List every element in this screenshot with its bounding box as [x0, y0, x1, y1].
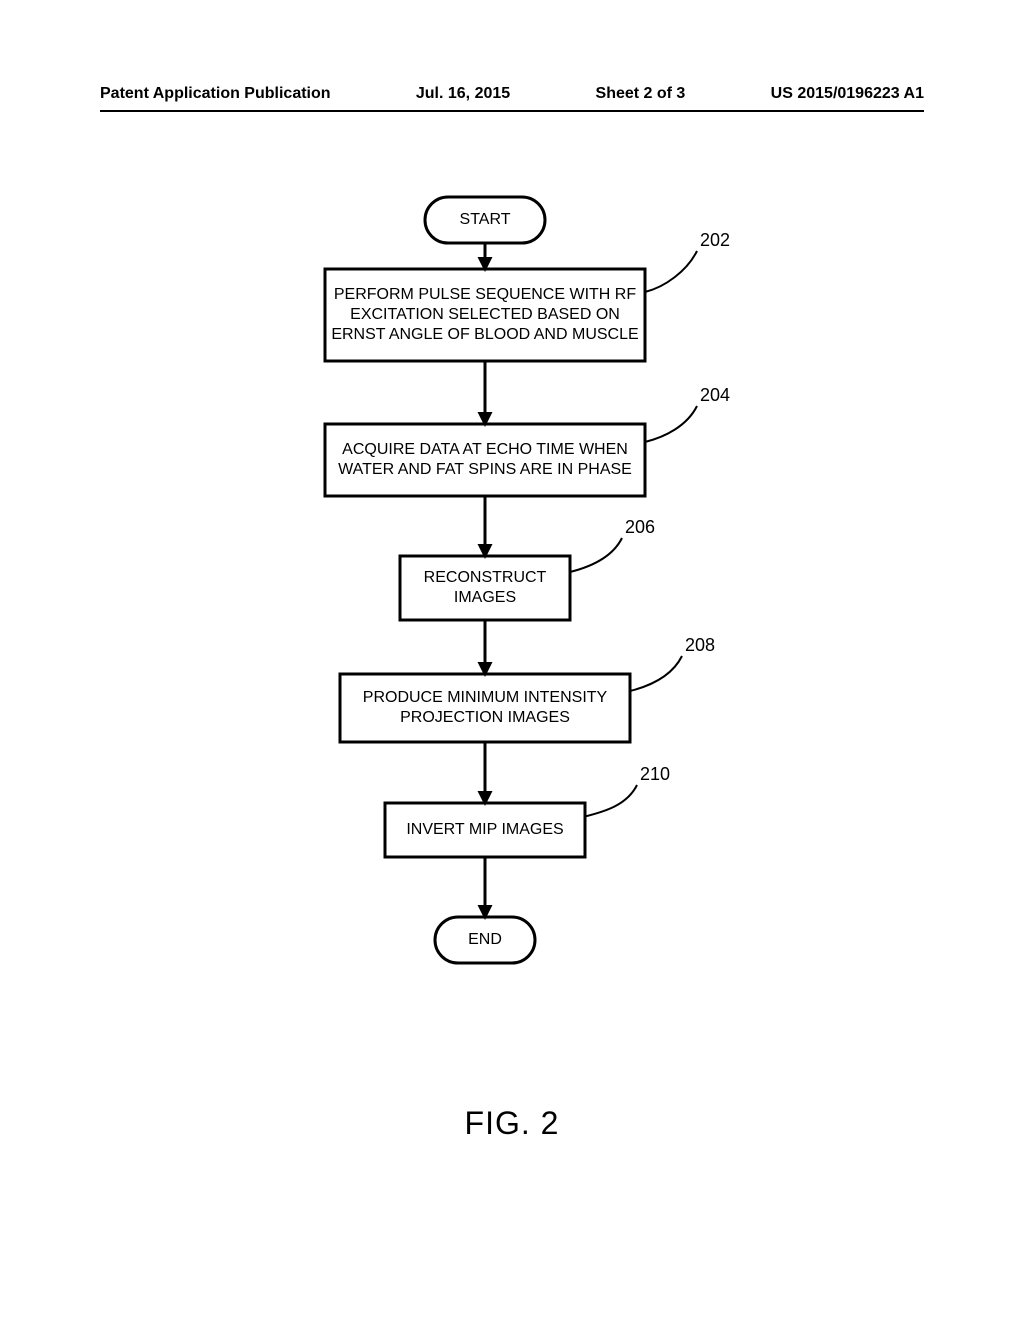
svg-text:START: START [460, 211, 511, 228]
sheet-index: Sheet 2 of 3 [596, 85, 686, 103]
ref-number: 204 [700, 385, 730, 405]
ref-number: 208 [685, 635, 715, 655]
figure-caption: FIG. 2 [0, 1105, 1024, 1142]
svg-text:EXCITATION SELECTED BASED ON: EXCITATION SELECTED BASED ON [350, 306, 620, 323]
publication-number: US 2015/0196223 A1 [771, 85, 924, 103]
svg-text:RECONSTRUCT: RECONSTRUCT [424, 569, 547, 586]
flowchart-node-n206: RECONSTRUCT IMAGES [400, 556, 570, 620]
header-rule [100, 110, 924, 112]
flowchart-node-end: END [435, 917, 535, 963]
ref-number: 210 [640, 764, 670, 784]
flowchart: START PERFORM PULSE SEQUENCE WITH RF EXCIT… [0, 180, 1024, 1180]
svg-text:WATER AND FAT SPINS ARE IN PHA: WATER AND FAT SPINS ARE IN PHASE [338, 461, 632, 478]
ref-number: 206 [625, 517, 655, 537]
ref-number: 202 [700, 230, 730, 250]
page-header: Patent Application Publication Jul. 16, … [0, 85, 1024, 103]
page: Patent Application Publication Jul. 16, … [0, 0, 1024, 1320]
flowchart-node-n210: INVERT MIP IMAGES [385, 803, 585, 857]
svg-text:PERFORM PULSE SEQUENCE WITH RF: PERFORM PULSE SEQUENCE WITH RF [334, 286, 636, 303]
svg-text:END: END [468, 931, 502, 948]
flowchart-node-n204: ACQUIRE DATA AT ECHO TIME WHEN WATER AND … [325, 424, 645, 496]
flowchart-svg: START PERFORM PULSE SEQUENCE WITH RF EXCIT… [0, 180, 1024, 1180]
publication-date: Jul. 16, 2015 [416, 85, 510, 103]
svg-text:PRODUCE MINIMUM INTENSITY: PRODUCE MINIMUM INTENSITY [363, 689, 608, 706]
svg-text:ERNST ANGLE OF BLOOD AND MUSCL: ERNST ANGLE OF BLOOD AND MUSCLE [331, 326, 638, 343]
svg-text:INVERT MIP IMAGES: INVERT MIP IMAGES [406, 821, 563, 838]
svg-text:PROJECTION IMAGES: PROJECTION IMAGES [400, 709, 570, 726]
publication-type: Patent Application Publication [100, 85, 331, 103]
flowchart-node-n208: PRODUCE MINIMUM INTENSITY PROJECTION IMAG… [340, 674, 630, 742]
flowchart-node-start: START [425, 197, 545, 243]
svg-text:IMAGES: IMAGES [454, 589, 516, 606]
flowchart-node-n202: PERFORM PULSE SEQUENCE WITH RF EXCITATION… [325, 269, 645, 361]
svg-text:ACQUIRE DATA AT ECHO TIME WHEN: ACQUIRE DATA AT ECHO TIME WHEN [342, 441, 628, 458]
